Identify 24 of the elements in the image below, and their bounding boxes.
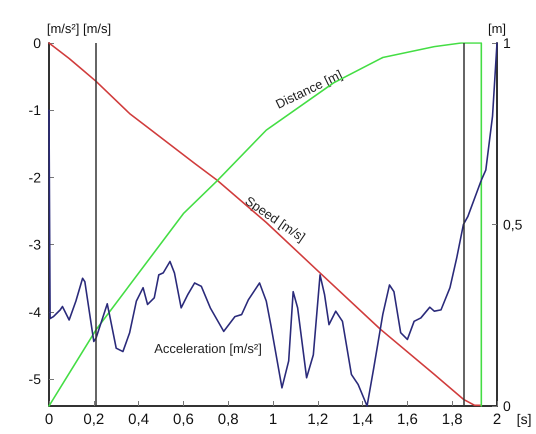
x-tick-label: 0,8 — [218, 411, 239, 428]
x-tick-label: 0,2 — [83, 411, 104, 428]
y2-tick-label: 0,5 — [503, 216, 523, 232]
series-label: Acceleration [m/s²] — [154, 340, 262, 356]
x-tick-label: 1,8 — [442, 411, 463, 428]
y-tick-label: -2 — [28, 169, 42, 186]
y2-axis-title: [m] — [488, 21, 506, 36]
y2-tick-label: 1 — [503, 35, 511, 51]
x-axis-title: [s] — [516, 411, 532, 427]
y-tick-label: -5 — [28, 371, 42, 388]
y-tick-label: 0 — [33, 35, 42, 51]
y-tick-label: -4 — [28, 304, 42, 320]
x-tick-label: 1,2 — [307, 411, 328, 428]
x-tick-label: 2 — [492, 411, 502, 428]
y-axis-title: [m/s²] [m/s] — [46, 21, 112, 36]
x-tick-label: 0,4 — [128, 411, 150, 428]
y-tick-label: -3 — [28, 236, 42, 253]
y2-tick-label: 0 — [503, 398, 511, 414]
x-tick-label: 1 — [268, 411, 278, 428]
y-tick-label: -1 — [28, 102, 42, 118]
x-tick-label: 0 — [44, 411, 54, 428]
x-tick-label: 0,6 — [172, 411, 194, 428]
x-tick-label: 1,6 — [396, 411, 418, 428]
x-tick-label: 1,4 — [352, 411, 374, 428]
